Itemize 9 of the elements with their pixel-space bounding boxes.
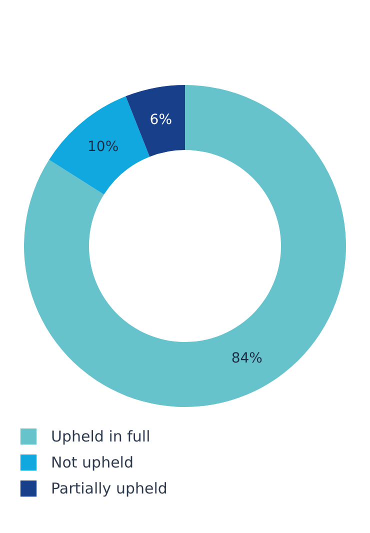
donut-slice: [49, 96, 150, 195]
data-label: 10%: [88, 138, 119, 155]
data-label: 6%: [150, 112, 172, 128]
legend-label: Partially upheld: [51, 480, 168, 498]
data-label: 84%: [231, 350, 262, 367]
legend-label: Not upheld: [51, 454, 134, 472]
legend-label: Upheld in full: [51, 428, 150, 446]
donut-slice: [126, 85, 185, 157]
donut-slice: [24, 85, 346, 407]
